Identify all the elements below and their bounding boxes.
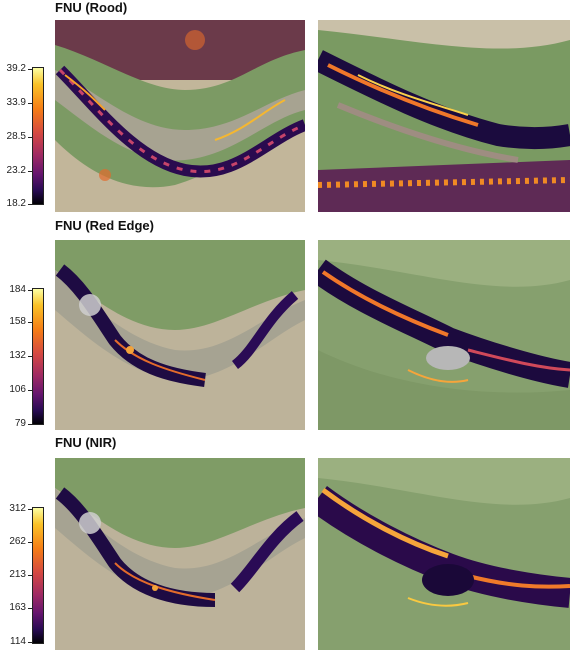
colorbar-tick: 39.2 <box>6 63 26 74</box>
colorbar-rood <box>32 67 44 205</box>
colorbar-tick: 213 <box>9 569 26 580</box>
colorbar-tick: 184 <box>9 284 26 295</box>
colorbar-tick: 23.2 <box>6 165 26 176</box>
colorbar-tick: 106 <box>9 384 26 395</box>
colorbar-tick: 114 <box>10 636 26 647</box>
colorbar-tick: 79 <box>14 418 26 429</box>
colorbar-tick: 18.2 <box>6 198 26 209</box>
colorbar-nir <box>32 507 44 644</box>
map-rood-overview <box>55 20 305 212</box>
map-rood-detail <box>318 20 570 212</box>
panel-title-nir: FNU (NIR) <box>55 435 117 450</box>
panel-title-rood: FNU (Rood) <box>55 0 128 15</box>
colorbar-tick: 33.9 <box>6 97 26 108</box>
map-red-edge-overview <box>55 240 305 430</box>
colorbar-tick: 132 <box>9 350 26 361</box>
map-nir-detail <box>318 458 570 650</box>
colorbar-red-edge <box>32 288 44 425</box>
map-nir-overview <box>55 458 305 650</box>
colorbar-tick: 158 <box>9 316 26 327</box>
colorbar-tick: 28.5 <box>6 131 26 142</box>
colorbar-tick: 312 <box>9 503 26 514</box>
colorbar-tick: 262 <box>9 536 26 547</box>
panel-title-red-edge: FNU (Red Edge) <box>55 218 154 233</box>
colorbar-tick: 163 <box>9 602 26 613</box>
map-red-edge-detail <box>318 240 570 430</box>
